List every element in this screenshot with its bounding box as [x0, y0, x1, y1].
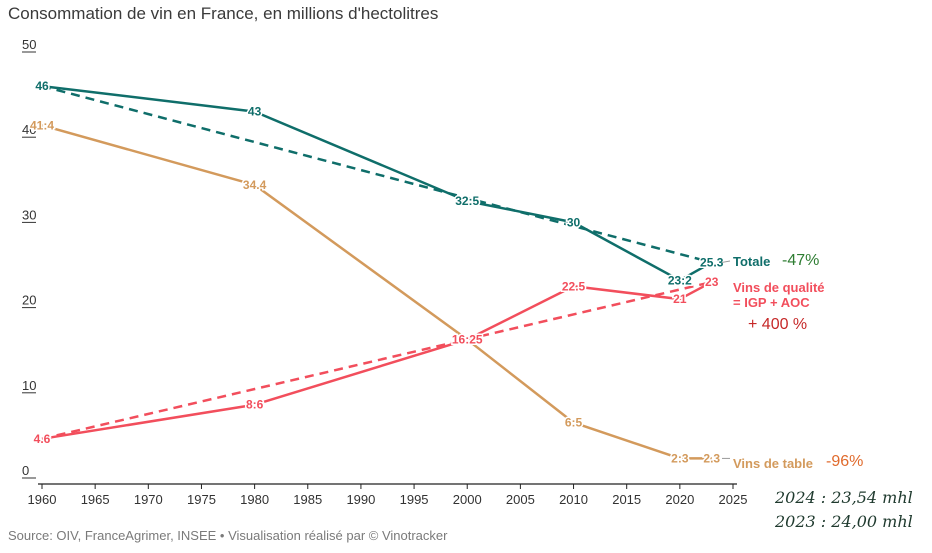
x-tick-label: 2020	[665, 492, 694, 507]
x-tick-label: 1980	[240, 492, 269, 507]
data-label-qualite: 4.6	[34, 432, 51, 446]
x-tick-label: 1995	[400, 492, 429, 507]
x-tick-label: 2015	[612, 492, 641, 507]
x-tick-label: 2005	[506, 492, 535, 507]
x-tick-label: 1960	[28, 492, 57, 507]
x-tick-label: 2000	[453, 492, 482, 507]
qualite-change-annotation: + 400 %	[748, 316, 808, 333]
y-tick-label: 10	[22, 378, 36, 393]
source-text: Source: OIV, FranceAgrimer, INSEE • Visu…	[8, 528, 448, 543]
data-label-qualite: 16:25	[452, 333, 483, 347]
note-2023: 2023 : 24,00 mhl	[775, 512, 913, 531]
trend-line-totale	[41, 84, 713, 264]
y-tick-label: 50	[22, 37, 36, 52]
trend-line-qualite	[41, 280, 713, 441]
x-tick-label: 1965	[81, 492, 110, 507]
data-label-qualite: 23	[705, 275, 719, 289]
x-tick-label: 1985	[293, 492, 322, 507]
data-label-totale: 46	[35, 79, 49, 93]
y-tick-label: 40	[22, 122, 36, 137]
data-label-table: 2:3	[671, 451, 689, 465]
table-change-annotation: -96%	[826, 453, 864, 470]
data-label-table: 34.4	[243, 178, 267, 192]
series-line-table	[41, 124, 712, 460]
series-line-qualite	[41, 280, 713, 441]
x-tick-label: 2025	[719, 492, 748, 507]
data-label-totale: 23:2	[668, 273, 692, 287]
totale-change-annotation: -47%	[782, 252, 820, 269]
series-line-totale	[41, 84, 713, 282]
x-tick-label: 1975	[187, 492, 216, 507]
x-tick-label: 1990	[346, 492, 375, 507]
x-tick-label: 2010	[559, 492, 588, 507]
legend-qualite-sub: = IGP + AOC	[733, 295, 810, 310]
legend-table: Vins de table	[733, 456, 813, 471]
legend-connector	[721, 260, 731, 263]
data-label-table: 2.3	[703, 451, 720, 465]
data-label-totale: 32:5	[455, 194, 479, 208]
data-label-totale: 30	[567, 215, 581, 229]
data-label-table: 6:5	[565, 416, 583, 430]
x-tick-label: 1970	[134, 492, 163, 507]
y-tick-label: 0	[22, 463, 29, 478]
data-label-qualite: 21	[673, 292, 687, 306]
data-label-table: 41:4	[30, 118, 54, 132]
data-label-totale: 43	[248, 105, 262, 119]
data-label-qualite: 8:6	[246, 398, 264, 412]
data-label-qualite: 22.5	[562, 279, 586, 293]
legend-totale: Totale	[733, 254, 770, 269]
y-tick-label: 30	[22, 207, 36, 222]
y-tick-label: 20	[22, 293, 36, 308]
note-2024: 2024 : 23,54 mhl	[775, 488, 913, 507]
chart-title: Consommation de vin en France, en millio…	[8, 4, 439, 23]
legend-qualite: Vins de qualité	[733, 280, 825, 295]
data-label-totale: 25.3	[700, 255, 724, 269]
